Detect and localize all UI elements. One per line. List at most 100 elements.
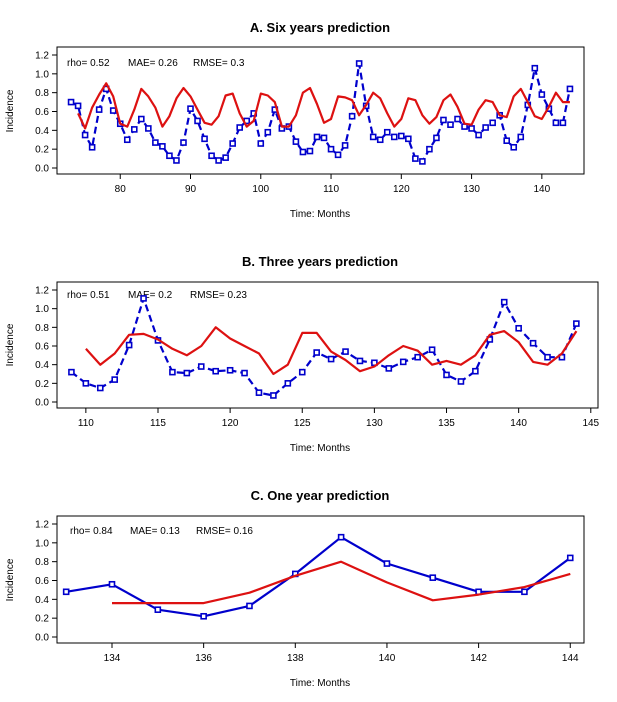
panel-b-xtick-label: 115 [150,418,166,429]
panel-a-ytick-label: 0.6 [35,107,49,118]
panel-b-observed-point [298,368,306,376]
panel-a-observed-point [81,131,89,139]
panel-a-observed-point [313,133,321,141]
panel-b-ytick-label: 0.8 [35,323,49,334]
panel-a-observed-point [531,64,539,72]
panel-a-ytick-label: 0.4 [35,126,49,137]
panel-c-observed-point [337,533,345,541]
panel-b-observed-point [125,341,133,349]
panel-a-observed-point [229,140,236,147]
panel-a-observed-point [489,119,496,127]
panel-b-observed-point [457,378,465,385]
panel-c-plot-frame [56,515,585,644]
panel-b-xtick-label: 145 [582,418,599,429]
panel-b-rho: rho= 0.51 [67,290,110,301]
panel-c-observed-point [566,554,574,562]
panel-c-observed-point [154,606,162,613]
panel-a-observed-point [320,134,328,142]
panel-c-mae: MAE= 0.13 [130,526,180,537]
panel-c-observed-point [108,580,116,588]
panel-b-xlabel: Time: Months [290,443,350,454]
panel-b-ytick-label: 0.0 [35,398,49,409]
panel-a-observed-point [559,119,567,127]
panel-a-observed-point [383,128,391,136]
panel-c-ytick-label: 1.2 [35,520,49,531]
panel-a-xtick-label: 110 [323,184,339,195]
panel-b-ytick-label: 1.0 [35,304,49,315]
panel-c-ytick-label: 0.6 [35,576,49,587]
panel-b-title: B. Three years prediction [242,254,398,269]
panel-a-observed-point [419,158,426,165]
panel-a-observed-point [503,137,511,144]
panel-a-observed-point [327,145,335,153]
panel-b-xtick-label: 125 [294,418,311,429]
panel-b-observed-point [140,295,147,302]
panel-a-observed-point [390,133,398,141]
panel-a-xtick-label: 80 [115,184,127,195]
panel-a-observed-point [369,133,377,141]
panel-b-observed-point [212,367,219,375]
panel-a-observed-point [454,115,461,123]
panel-c-ylabel: Incidence [5,558,16,601]
panel-b-observed-point [342,348,349,355]
panel-a-ytick-label: 0.2 [35,145,49,156]
panel-c-ytick-label: 0.4 [35,595,49,606]
panel-b-observed-point [356,357,364,365]
panel-a-observed-point [194,117,201,125]
panel-a-plot-frame [56,46,585,175]
panel-a-ylabel: Incidence [5,89,16,132]
panel-c-xtick-label: 140 [379,653,396,664]
panel-a-observed-point [264,128,272,136]
panel-b-observed-point [443,371,450,379]
panel-a-observed-point [67,98,75,106]
panel-a-observed-point [88,143,96,151]
panel-a-rho: rho= 0.52 [67,58,110,69]
panel-c-predicted-line [112,560,571,605]
panel-a-observed-point [138,115,145,123]
panel-a-observed-point [475,131,482,139]
panel-c-ytick-label: 0.0 [35,633,49,644]
panel-a-observed-point [257,140,265,147]
panel-a-xlabel: Time: Months [290,209,350,220]
panel-a-observed-point [341,142,349,149]
panel-a-predicted-line [77,82,570,130]
panel-c-ytick-label: 0.8 [35,557,49,568]
panel-a-observed-point [215,157,222,164]
panel-b-observed-point [284,380,292,387]
panel-b-observed-point [399,358,407,366]
panel-b-plot-frame [56,281,599,409]
panel-b-ytick-label: 0.6 [35,342,49,353]
panel-c-rho: rho= 0.84 [70,526,113,537]
panel-a-observed-point [145,125,152,132]
panel-b-observed-point [169,368,176,376]
panel-b-predicted-line [85,326,578,376]
panel-a-observed-point [426,145,433,153]
panel-b-xtick-label: 140 [510,418,527,429]
panel-c-observed-point [200,612,207,620]
panel-a-observed-point [130,126,138,133]
panel-b-observed-point [255,389,263,396]
panel-b-observed-point [82,380,90,387]
panel-c-xtick-label: 144 [562,653,579,664]
panel-a-observed-point [173,157,180,164]
panel-a-observed-point [468,125,475,132]
panel-a-observed-point [334,151,342,159]
panel-b-observed-point [573,320,580,327]
panel-a-observed-point [180,139,187,146]
panel-c-observed-point [383,560,391,567]
panel-a-observed-point [292,138,300,145]
panel-a-observed-point [433,134,440,142]
panel-a-observed-point [447,121,454,128]
panel-b-rmse: RMSE= 0.23 [190,290,247,301]
panel-c-xlabel: Time: Months [290,678,350,689]
panel-a-xtick-label: 90 [185,184,197,195]
panel-c-observed-point [246,602,253,610]
panel-c-observed-point [62,588,70,596]
panel-c-xtick-label: 136 [195,653,212,664]
panel-b-observed-point [500,298,508,306]
panel-a-ytick-label: 0.0 [35,164,49,175]
panel-c-observed-line [66,536,571,618]
panel-a-observed-point [152,139,159,146]
panel-a: A. Six years prediction rho= 0.52 MAE= 0… [5,20,585,220]
